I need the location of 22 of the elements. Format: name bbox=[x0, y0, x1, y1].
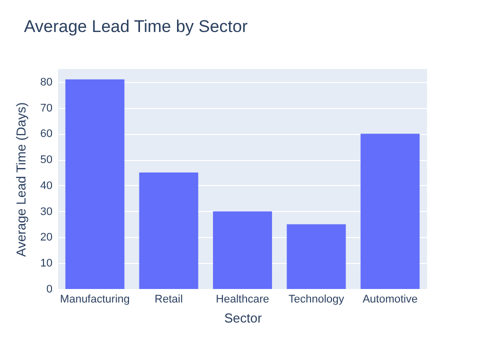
bar bbox=[286, 224, 346, 289]
y-tick-label: 70 bbox=[40, 102, 52, 114]
y-tick-label: 20 bbox=[40, 232, 52, 244]
y-tick-label: 0 bbox=[46, 284, 52, 296]
y-tick-label: 50 bbox=[40, 154, 52, 166]
y-tick-label: 80 bbox=[40, 76, 52, 88]
y-tick-label: 60 bbox=[40, 128, 52, 140]
x-tick-label: Automotive bbox=[362, 294, 418, 306]
y-tick-label: 40 bbox=[40, 180, 52, 192]
x-tick-label: Healthcare bbox=[216, 294, 270, 306]
bar bbox=[65, 79, 124, 289]
x-tick-label: Retail bbox=[154, 294, 183, 306]
bar bbox=[360, 134, 420, 289]
x-tick-label: Technology bbox=[288, 294, 345, 306]
y-axis-title: Average Lead Time (Days) bbox=[13, 102, 28, 257]
x-tick-label: Manufacturing bbox=[60, 294, 130, 306]
chart-title: Average Lead Time by Sector bbox=[24, 17, 248, 36]
bar bbox=[139, 172, 198, 289]
y-tick-label: 30 bbox=[40, 206, 52, 218]
bar bbox=[212, 211, 272, 289]
y-tick-label: 10 bbox=[40, 258, 52, 270]
x-axis-title: Sector bbox=[224, 310, 262, 326]
